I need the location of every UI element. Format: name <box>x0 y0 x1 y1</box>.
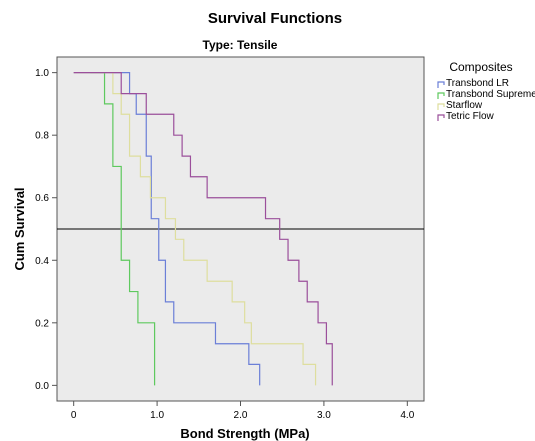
x-tick-label: 1.0 <box>150 410 164 421</box>
y-tick-label: 0.6 <box>35 193 49 204</box>
legend-swatch-4 <box>437 114 445 121</box>
x-tick-label: 3.0 <box>317 410 331 421</box>
chart-title: Survival Functions <box>208 10 342 27</box>
series-layer <box>73 72 333 386</box>
y-tick-label: 1.0 <box>35 68 49 79</box>
y-axis-label: Cum Survival <box>12 187 27 270</box>
legend-swatch-2 <box>437 92 445 99</box>
y-tick-label: 0.8 <box>35 131 49 142</box>
y-tick-label: 0.2 <box>35 318 49 329</box>
x-tick-label: 2.0 <box>234 410 248 421</box>
legend-label-3: Starflow <box>446 100 483 111</box>
chart-subtitle: Type: Tensile <box>203 38 278 52</box>
legend-label-4: Tetric Flow <box>446 111 495 122</box>
legend-swatch-3 <box>437 103 445 110</box>
legend-label-2: Transbond Supreme <box>446 89 535 100</box>
series-line-3 <box>73 72 317 386</box>
series-line-4 <box>73 72 333 386</box>
x-axis-label: Bond Strength (MPa) <box>180 426 309 441</box>
series-line-1 <box>73 72 261 386</box>
y-tick-label: 0.4 <box>35 256 49 267</box>
legend-swatch-1 <box>437 81 445 88</box>
legend-title: Composites <box>449 60 512 74</box>
y-tick-label: 0.0 <box>35 381 49 392</box>
x-tick-label: 0 <box>71 410 77 421</box>
ticks-layer: 0 1.0 2.0 3.0 4.0 0.0 0.2 0.4 0.6 0.8 1.0 <box>35 68 415 421</box>
legend-label-1: Transbond LR <box>446 78 509 89</box>
x-tick-label: 4.0 <box>400 410 414 421</box>
series-line-2 <box>90 72 156 386</box>
